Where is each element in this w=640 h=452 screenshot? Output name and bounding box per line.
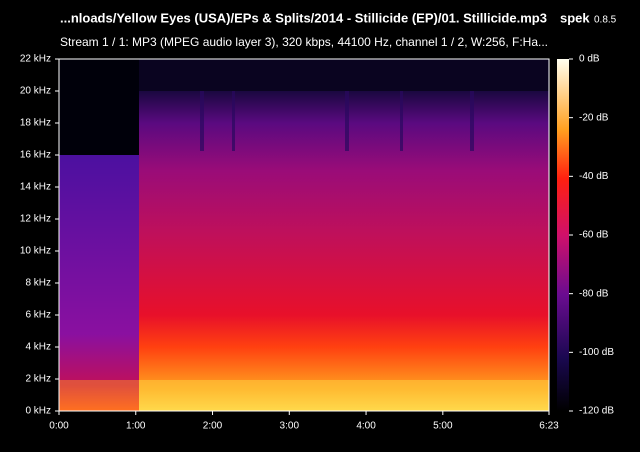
- colorbar-tick-label: -100 dB: [579, 347, 614, 358]
- file-title: ...nloads/Yellow Eyes (USA)/EPs & Splits…: [60, 10, 547, 25]
- y-tick-label: 2 kHz: [25, 374, 51, 385]
- colorbar-tick-label: -40 dB: [579, 171, 609, 182]
- colorbar-tick-label: 0 dB: [579, 54, 600, 65]
- y-tick-label: 18 kHz: [20, 118, 51, 129]
- colorbar-tick-label: -120 dB: [579, 406, 614, 417]
- colorbar: [557, 59, 569, 411]
- y-tick-label: 16 kHz: [20, 150, 51, 161]
- colorbar-tick-label: -20 dB: [579, 112, 609, 123]
- y-tick-label: 22 kHz: [20, 54, 51, 65]
- app-version: 0.8.5: [594, 15, 617, 26]
- x-tick-label: 3:00: [280, 421, 300, 432]
- x-tick-label: 6:23: [539, 421, 559, 432]
- y-tick-label: 14 kHz: [20, 182, 51, 193]
- stream-info: Stream 1 / 1: MP3 (MPEG audio layer 3), …: [60, 35, 548, 49]
- y-tick-label: 0 kHz: [25, 406, 51, 417]
- x-tick-label: 4:00: [356, 421, 376, 432]
- x-tick-label: 5:00: [433, 421, 453, 432]
- colorbar-tick-label: -60 dB: [579, 230, 609, 241]
- y-tick-label: 12 kHz: [20, 214, 51, 225]
- y-tick-label: 4 kHz: [25, 342, 51, 353]
- colorbar-tick-label: -80 dB: [579, 288, 609, 299]
- x-tick-label: 1:00: [126, 421, 146, 432]
- x-tick-label: 0:00: [49, 421, 69, 432]
- app-name: spek: [560, 10, 590, 25]
- y-tick-label: 10 kHz: [20, 246, 51, 257]
- y-tick-label: 20 kHz: [20, 86, 51, 97]
- x-tick-label: 2:00: [203, 421, 223, 432]
- y-tick-label: 8 kHz: [25, 278, 51, 289]
- y-tick-label: 6 kHz: [25, 310, 51, 321]
- spectrogram-image: [58, 58, 550, 412]
